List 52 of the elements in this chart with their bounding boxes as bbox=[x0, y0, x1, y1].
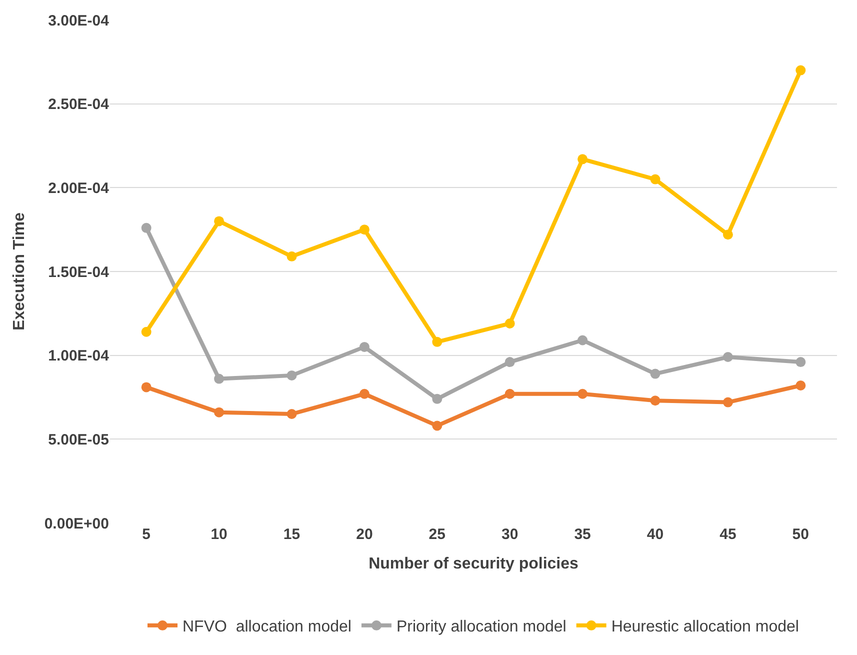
point bbox=[796, 357, 806, 368]
point bbox=[504, 388, 515, 399]
y-tick-label: 1.50E-04 bbox=[48, 264, 110, 281]
point bbox=[359, 388, 370, 399]
point bbox=[359, 342, 370, 352]
x-tick-label: 40 bbox=[646, 526, 664, 543]
point bbox=[504, 318, 515, 328]
point bbox=[286, 409, 297, 420]
point bbox=[650, 368, 660, 379]
point bbox=[214, 407, 224, 418]
point bbox=[359, 224, 370, 235]
point bbox=[578, 388, 588, 399]
legend-label: NFVO allocation model bbox=[182, 618, 352, 636]
y-axis-title: Execution Time bbox=[11, 212, 28, 330]
x-tick-label: 45 bbox=[720, 526, 736, 543]
point bbox=[286, 251, 297, 262]
point bbox=[432, 394, 442, 404]
point bbox=[796, 65, 806, 76]
point bbox=[141, 222, 152, 233]
point bbox=[650, 396, 660, 406]
point bbox=[578, 154, 588, 164]
x-tick-label: 5 bbox=[142, 526, 151, 543]
point bbox=[722, 230, 733, 240]
point bbox=[286, 370, 297, 380]
point bbox=[432, 336, 442, 347]
x-tick-label: 35 bbox=[574, 526, 591, 543]
x-axis-title: Number of security policies bbox=[368, 556, 579, 573]
x-tick-label: 10 bbox=[210, 526, 228, 543]
x-tick-label: 30 bbox=[502, 526, 518, 543]
x-tick-label: 20 bbox=[356, 526, 373, 543]
point bbox=[141, 382, 152, 392]
x-tick-label: 25 bbox=[428, 526, 446, 543]
y-tick-label: 2.00E-04 bbox=[48, 180, 110, 197]
point bbox=[141, 326, 152, 337]
x-tick-label: 15 bbox=[283, 526, 300, 543]
x-tick-label: 50 bbox=[792, 526, 809, 543]
point bbox=[504, 357, 515, 368]
point bbox=[796, 380, 806, 391]
y-tick-label: 2.50E-04 bbox=[48, 96, 110, 114]
y-tick-label: 5.00E-05 bbox=[48, 431, 109, 448]
legend-label: Priority allocation model bbox=[396, 618, 566, 636]
y-tick-label: 3.00E-04 bbox=[48, 12, 110, 30]
point bbox=[650, 174, 660, 184]
point bbox=[214, 374, 224, 384]
point bbox=[722, 352, 733, 362]
point bbox=[722, 397, 733, 408]
y-tick-label: 0.00E+00 bbox=[44, 515, 109, 532]
legend-label: Heurestic allocation model bbox=[611, 618, 799, 636]
point bbox=[578, 335, 588, 346]
y-tick-label: 1.00E-04 bbox=[48, 348, 110, 365]
point bbox=[214, 216, 224, 226]
point bbox=[432, 420, 442, 431]
